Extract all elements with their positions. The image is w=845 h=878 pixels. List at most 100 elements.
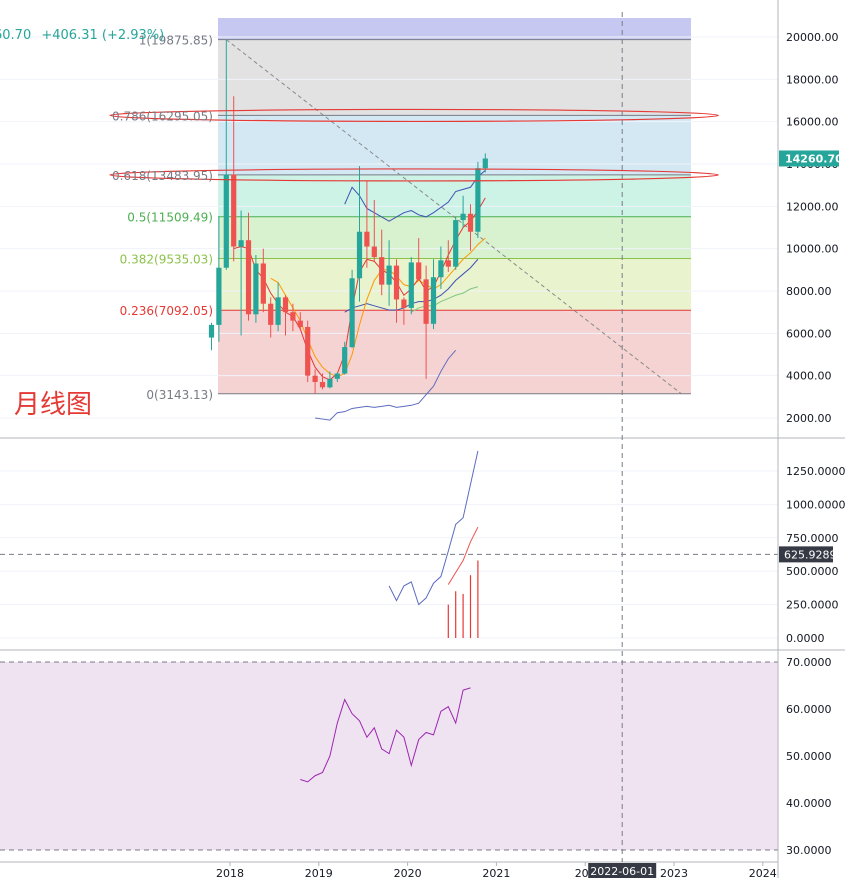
- candle-body: [371, 246, 377, 258]
- candle-body: [379, 257, 385, 285]
- candle-body: [342, 347, 348, 374]
- candle-body: [430, 277, 437, 324]
- time-tick-label: 2020: [394, 867, 422, 878]
- candle-body: [216, 267, 222, 325]
- candle-body: [423, 279, 429, 324]
- price-tick-label: 6000.00: [786, 327, 832, 340]
- ellipse-annotations[interactable]: [109, 108, 720, 182]
- indicator-panel: 1250.0000 1000.0000 750.0000 500.0000 250.00…: [0, 450, 845, 645]
- candlesticks: [208, 39, 488, 394]
- candle-body: [453, 220, 459, 267]
- candle-body: [268, 303, 274, 325]
- rsi-panel: 70.0000 60.0000 50.0000 40.0000 30.0000: [0, 656, 832, 857]
- candle-body: [238, 240, 244, 247]
- price-tick-label: 2000.00: [786, 412, 832, 425]
- price-tick-label: 10000.00: [786, 243, 839, 256]
- time-tick-label: 2023: [660, 867, 688, 878]
- candle-body: [231, 174, 237, 247]
- candle-body: [319, 382, 326, 388]
- indicator-tick-label: 500.0000: [786, 565, 839, 578]
- candle-body: [260, 263, 266, 304]
- time-tick-label: 2024: [749, 867, 777, 878]
- fib-band: [218, 258, 691, 311]
- fib-label: 1(19875.85): [139, 34, 213, 48]
- fib-label: 0(3143.13): [146, 388, 213, 402]
- candle-body: [297, 320, 303, 327]
- fib-bands: [0, 18, 778, 419]
- rsi-line: [300, 687, 471, 783]
- fib-label: 0.5(11509.49): [127, 211, 213, 225]
- indicator-tick-label: 1000.0000: [786, 498, 845, 511]
- last-price-fragment: 60.70: [0, 28, 32, 43]
- fib-band: [218, 174, 691, 217]
- candle-body: [208, 324, 215, 338]
- rsi-tick-label: 60.0000: [786, 703, 832, 716]
- candle-body: [475, 168, 481, 232]
- fib-label: 0.236(7092.05): [120, 304, 213, 318]
- candle-body: [253, 263, 259, 315]
- fib-label: 0.618(13483.95): [112, 169, 213, 183]
- diagonal-trend-line[interactable]: [225, 39, 682, 395]
- candle-body: [349, 278, 355, 348]
- time-tick-label: 2018: [216, 867, 244, 878]
- ma-blue-upper: [344, 169, 486, 222]
- indicator-marker-badge: [779, 546, 833, 563]
- indicator-tick-label: 0.0000: [786, 632, 825, 645]
- rsi-tick-label: 40.0000: [786, 797, 832, 810]
- candle-body: [460, 213, 466, 221]
- last-price-badge: [779, 150, 839, 167]
- candle-body: [438, 260, 444, 278]
- rsi-band-fill: [0, 662, 778, 850]
- crosshair-date-badge: [588, 863, 657, 878]
- rsi-tick-label: 30.0000: [786, 844, 832, 857]
- candle-body: [467, 213, 474, 232]
- indicator-tick-label: 750.0000: [786, 532, 839, 545]
- price-tick-label: 12000.00: [786, 200, 839, 213]
- indicator-red-line: [447, 526, 479, 585]
- candle-body: [334, 373, 340, 379]
- fib-label: 0.786(16295.05): [112, 109, 213, 123]
- candle-body: [386, 265, 392, 285]
- candle-body: [445, 260, 451, 267]
- candle-body: [393, 265, 400, 300]
- fib-level-labels: 1(19875.85) 0.786(16295.05) 0.618(13483.95…: [112, 34, 213, 402]
- candle-body: [327, 378, 333, 388]
- indicator-blue-line: [388, 450, 479, 606]
- price-tick-label: 18000.00: [786, 73, 839, 86]
- indicator-tick-label: 1250.0000: [786, 465, 845, 478]
- time-axis: 2018 2019 2020 2021 202 2023 2024 2022-06-01: [0, 12, 778, 878]
- price-tick-label: 20000.00: [786, 31, 839, 44]
- candle-body: [364, 231, 370, 247]
- time-tick-label: 2021: [482, 867, 510, 878]
- ma-blue-low: [315, 349, 457, 421]
- crosshair-date-label: 2022-06-01: [590, 865, 654, 878]
- ma-green: [411, 286, 479, 313]
- candle-body: [290, 312, 296, 321]
- rsi-tick-label: 50.0000: [786, 750, 832, 763]
- fib-band: [218, 115, 691, 175]
- fib-band: [218, 39, 691, 116]
- candle-body: [408, 262, 414, 308]
- candle-body: [275, 297, 281, 325]
- ellipse-annotation: [109, 108, 720, 123]
- candle-body: [312, 375, 318, 383]
- price-change: +406.31 (+2.93%): [41, 28, 165, 43]
- candle-body: [223, 174, 229, 268]
- rsi-tick-label: 70.0000: [786, 656, 832, 669]
- indicator-tick-label: 250.0000: [786, 599, 839, 612]
- candle-body: [401, 299, 407, 308]
- fib-band-top: [218, 18, 691, 40]
- price-header: 60.70 +406.31 (+2.93%): [0, 28, 170, 43]
- candle-body: [416, 262, 422, 280]
- price-tick-label: 16000.00: [786, 116, 839, 129]
- candle-body: [245, 240, 252, 315]
- ellipse-annotation: [109, 168, 720, 182]
- candle-body: [356, 231, 363, 279]
- price-tick-label: 8000.00: [786, 285, 832, 298]
- time-tick-label: 2019: [305, 867, 333, 878]
- candle-body: [305, 326, 311, 376]
- indicator-marker-label: 625.9289: [784, 548, 837, 561]
- candle-body: [282, 297, 289, 313]
